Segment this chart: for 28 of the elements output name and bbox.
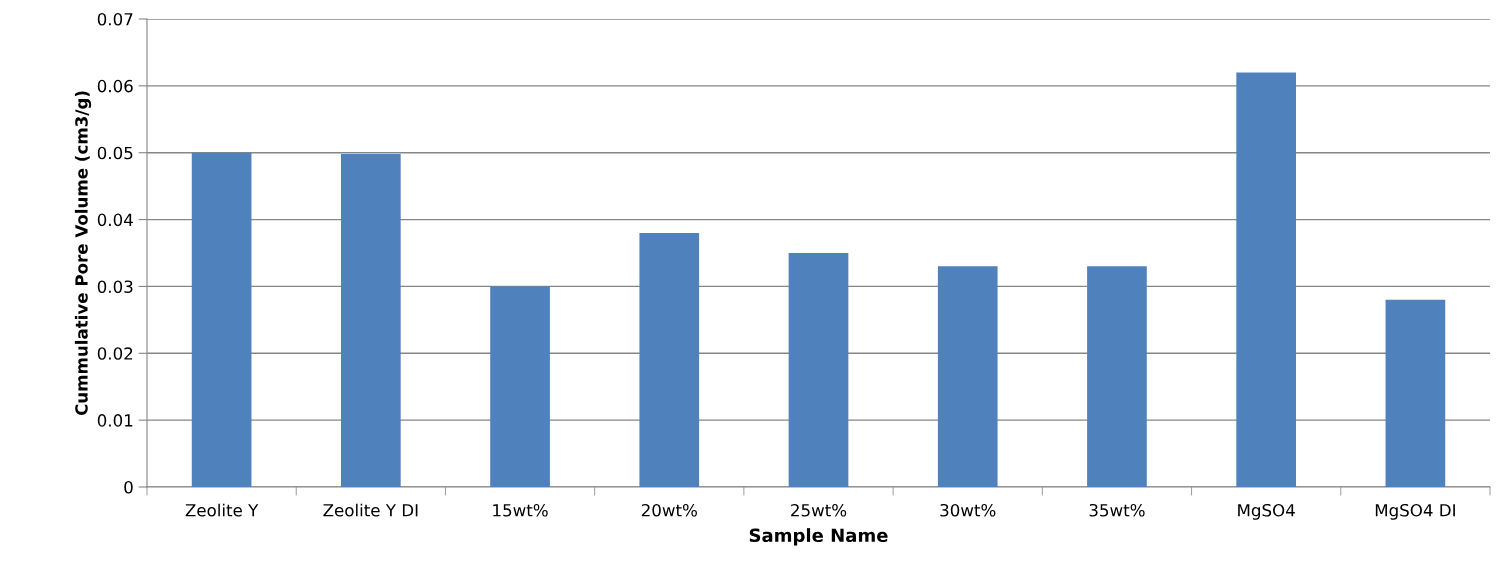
y-tick-label: 0.06: [97, 79, 133, 93]
y-tick-label: 0: [124, 480, 133, 494]
x-axis-title: Sample Name: [749, 528, 888, 546]
bar: [1385, 299, 1446, 487]
x-tick-label: 15wt%: [493, 503, 548, 517]
y-tick-label: 0.02: [97, 347, 133, 360]
y-tick-label: 0.03: [97, 280, 133, 293]
x-tick-label: 25wt%: [791, 503, 847, 517]
bar: [1087, 266, 1147, 487]
y-axis-title: Cummulative Pore Volume (cm3/g): [74, 91, 92, 416]
x-tick-label: MgSO4 DI: [1375, 503, 1455, 520]
bar: [1236, 72, 1297, 487]
bar: [937, 266, 998, 487]
x-tick-label: 20wt%: [641, 503, 697, 517]
bar: [788, 253, 849, 487]
y-tick-label: 0.01: [97, 414, 133, 427]
x-tick-label: 30wt%: [940, 503, 996, 517]
x-tick-label: Zeolite Y: [185, 503, 259, 517]
y-tick-label: 0.07: [97, 12, 133, 26]
bar: [490, 286, 550, 487]
x-tick-label: MgSO4: [1238, 503, 1295, 520]
bar: [340, 154, 401, 487]
bar: [639, 232, 700, 487]
x-tick-label: Zeolite Y DI: [323, 503, 418, 517]
y-tick-label: 0.05: [97, 146, 133, 160]
bar: [191, 152, 252, 487]
x-tick-label: 35wt%: [1089, 503, 1145, 517]
y-tick-label: 0.04: [97, 213, 133, 227]
